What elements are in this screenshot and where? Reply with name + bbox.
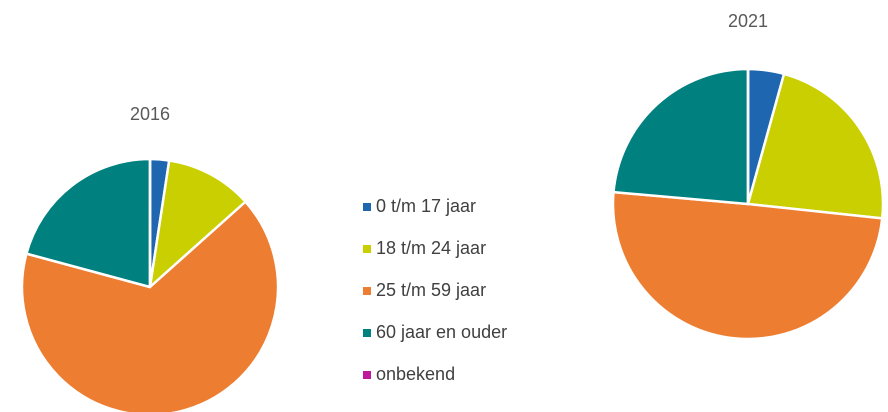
pie-slice (611, 190, 884, 341)
pie-slice (20, 200, 280, 412)
legend-label: 25 t/m 59 jaar (376, 280, 486, 300)
legend-swatch (363, 245, 371, 253)
pie-slice (25, 157, 152, 289)
legend-swatch (363, 371, 371, 379)
legend-label: 0 t/m 17 jaar (376, 196, 476, 216)
legend-label: onbekend (376, 364, 455, 384)
pie-slice (148, 159, 247, 289)
legend-swatch (363, 287, 371, 295)
legend-label: 18 t/m 24 jaar (376, 238, 486, 258)
pie-slice (612, 67, 750, 206)
legend-swatch (363, 203, 371, 211)
pie-title: 2016 (130, 104, 170, 124)
legend-label: 60 jaar en ouder (376, 322, 507, 342)
pie-title: 2021 (728, 11, 768, 31)
pie-slice (746, 72, 885, 220)
legend-swatch (363, 329, 371, 337)
